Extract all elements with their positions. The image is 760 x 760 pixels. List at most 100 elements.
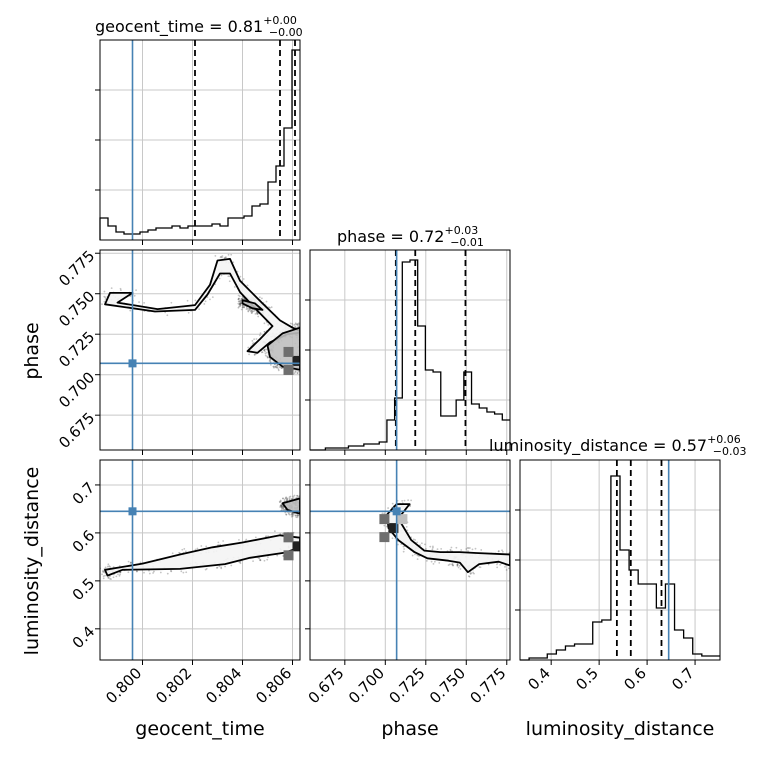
sample-point <box>430 560 433 563</box>
sample-point <box>102 569 104 572</box>
panel-frame <box>309 459 511 661</box>
sample-point <box>302 544 304 546</box>
sample-point <box>278 366 281 368</box>
sample-point <box>216 566 218 569</box>
sample-point <box>417 554 420 557</box>
sample-point <box>414 553 416 556</box>
sample-point <box>239 301 242 304</box>
sample-point <box>301 337 303 339</box>
sample-point <box>507 567 510 570</box>
sample-point <box>285 497 287 499</box>
sample-point <box>247 309 250 312</box>
sample-point <box>279 504 282 507</box>
sample-point <box>286 499 288 501</box>
sample-point <box>108 575 111 578</box>
sample-point <box>259 334 261 337</box>
sample-point <box>108 577 111 580</box>
sample-point <box>301 546 303 548</box>
sample-point <box>297 514 300 517</box>
sample-point <box>397 543 399 546</box>
sample-point <box>233 286 236 288</box>
sample-point <box>198 308 201 311</box>
sample-point <box>103 571 106 574</box>
sample-point <box>391 537 394 540</box>
sample-point <box>300 496 302 498</box>
sample-point <box>250 312 253 315</box>
sample-point <box>294 325 297 328</box>
sample-point <box>264 348 267 351</box>
title-luminosity-distance: luminosity_distance = 0.57+0.06 −0.03 <box>489 433 747 458</box>
sample-point <box>110 287 113 290</box>
sample-point <box>402 545 405 548</box>
sample-point <box>303 374 305 376</box>
sample-point <box>218 277 221 280</box>
sample-point <box>411 554 414 557</box>
sample-point <box>447 564 450 566</box>
sample-point <box>204 300 207 303</box>
sample-point <box>277 369 280 372</box>
sample-point <box>291 512 294 515</box>
sample-point <box>303 330 305 332</box>
sample-point <box>280 504 283 507</box>
sample-point <box>497 550 500 552</box>
sample-point <box>294 514 297 517</box>
sample-point <box>181 548 184 551</box>
sample-point <box>194 299 197 302</box>
sample-point <box>250 311 253 314</box>
sample-point <box>302 366 304 368</box>
sample-point <box>129 562 132 564</box>
density-peak-cell <box>388 523 399 534</box>
sample-point <box>438 561 441 564</box>
sample-point <box>288 498 291 501</box>
sample-point <box>288 512 290 515</box>
sample-point <box>220 567 223 570</box>
sample-point <box>255 311 258 313</box>
sample-point <box>425 548 427 550</box>
sample-point <box>263 559 266 562</box>
sample-point <box>170 569 172 572</box>
sample-point <box>253 310 255 312</box>
sample-point <box>387 507 390 509</box>
sample-point <box>135 570 138 573</box>
sample-point <box>266 356 269 359</box>
sample-point <box>250 309 253 312</box>
truth-marker <box>392 507 401 516</box>
sample-point <box>230 253 233 256</box>
sample-point <box>260 297 263 300</box>
sample-point <box>282 532 284 535</box>
sample-point <box>101 573 103 576</box>
sample-point <box>292 495 295 498</box>
sample-point <box>302 358 304 360</box>
sample-point <box>135 289 137 291</box>
sample-point <box>414 539 417 541</box>
sample-point <box>383 512 386 515</box>
sample-point <box>263 330 266 333</box>
sample-point <box>110 578 112 580</box>
sample-point <box>279 499 282 502</box>
sample-point <box>304 499 306 501</box>
sample-point <box>138 301 140 303</box>
sample-point <box>254 536 257 539</box>
sample-point <box>304 333 306 335</box>
sample-point <box>303 498 305 500</box>
sample-point <box>222 540 225 542</box>
sample-point <box>218 565 221 568</box>
hist-panel-phase <box>305 249 511 455</box>
sample-point <box>267 556 269 559</box>
sample-point <box>469 572 472 574</box>
sample-point <box>221 256 223 259</box>
hist-steps <box>310 259 510 451</box>
sample-point <box>263 349 266 351</box>
sample-point <box>221 255 224 257</box>
sample-point <box>265 348 268 351</box>
sample-point <box>269 358 272 361</box>
sample-point <box>470 572 473 575</box>
sample-point <box>290 497 293 500</box>
sample-point <box>182 571 185 574</box>
sample-point <box>264 354 267 357</box>
sample-point <box>266 558 269 561</box>
sample-point <box>281 507 284 510</box>
panel-frame <box>99 459 301 661</box>
y-tick-label: 0.4 <box>69 622 99 652</box>
sample-point <box>300 547 302 549</box>
